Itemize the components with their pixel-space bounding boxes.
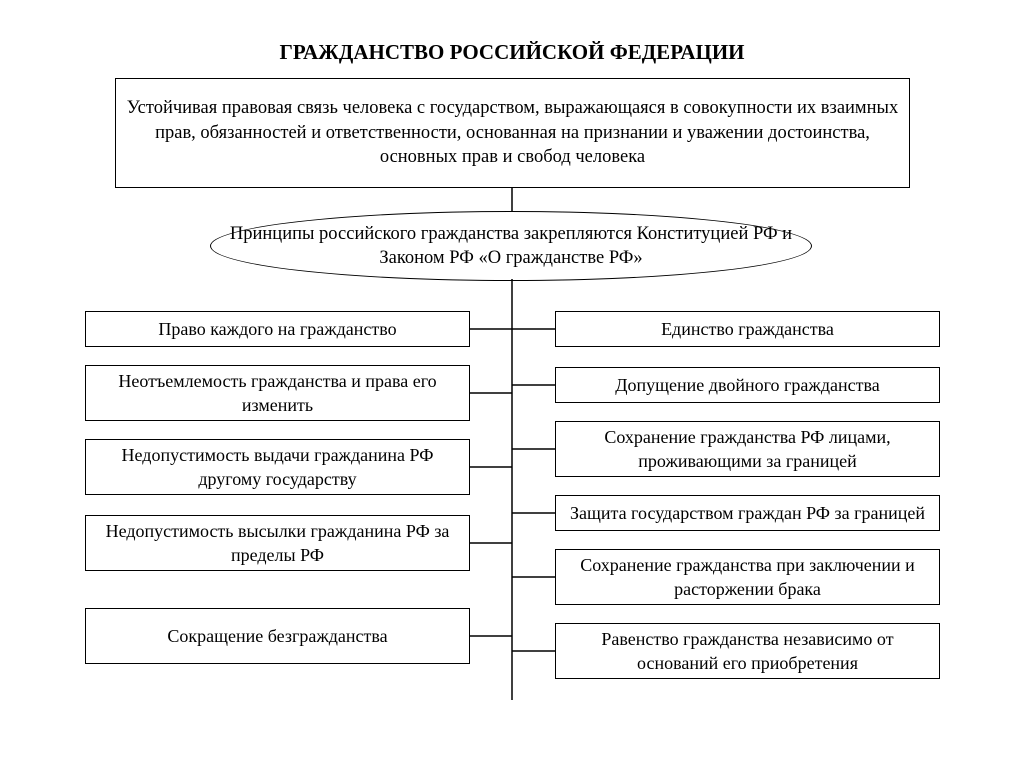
- diagram-title: ГРАЖДАНСТВО РОССИЙСКОЙ ФЕДЕРАЦИИ: [0, 40, 1024, 65]
- left-item-2: Недопустимость выдачи гражданина РФ друг…: [85, 439, 470, 495]
- right-item-1: Допущение двойного гражданства: [555, 367, 940, 403]
- right-item-text-0: Единство гражданства: [661, 317, 834, 341]
- right-item-text-2: Сохранение гражданства РФ лицами, прожив…: [564, 425, 931, 474]
- left-item-text-0: Право каждого на гражданство: [158, 317, 396, 341]
- right-item-4: Сохранение гражданства при заключении и …: [555, 549, 940, 605]
- right-item-text-1: Допущение двойного гражданства: [615, 373, 879, 397]
- left-item-4: Сокращение безгражданства: [85, 608, 470, 664]
- left-item-0: Право каждого на гражданство: [85, 311, 470, 347]
- left-item-text-4: Сокращение безгражданства: [167, 624, 387, 648]
- right-item-3: Защита государством граждан РФ за границ…: [555, 495, 940, 531]
- right-item-2: Сохранение гражданства РФ лицами, прожив…: [555, 421, 940, 477]
- right-item-0: Единство гражданства: [555, 311, 940, 347]
- left-item-text-2: Недопустимость выдачи гражданина РФ друг…: [94, 443, 461, 492]
- right-item-5: Равенство гражданства независимо от осно…: [555, 623, 940, 679]
- left-item-text-3: Недопустимость высылки гражданина РФ за …: [94, 519, 461, 568]
- right-item-text-4: Сохранение гражданства при заключении и …: [564, 553, 931, 602]
- left-item-text-1: Неотъемлемость гражданства и права его и…: [94, 369, 461, 418]
- left-item-3: Недопустимость высылки гражданина РФ за …: [85, 515, 470, 571]
- right-item-text-3: Защита государством граждан РФ за границ…: [570, 501, 925, 525]
- principles-ellipse: Принципы российского гражданства закрепл…: [210, 211, 812, 281]
- definition-text: Устойчивая правовая связь человека с гос…: [124, 96, 901, 171]
- right-item-text-5: Равенство гражданства независимо от осно…: [564, 627, 931, 676]
- principles-text: Принципы российского гражданства закрепл…: [211, 222, 811, 270]
- definition-box: Устойчивая правовая связь человека с гос…: [115, 78, 910, 188]
- left-item-1: Неотъемлемость гражданства и права его и…: [85, 365, 470, 421]
